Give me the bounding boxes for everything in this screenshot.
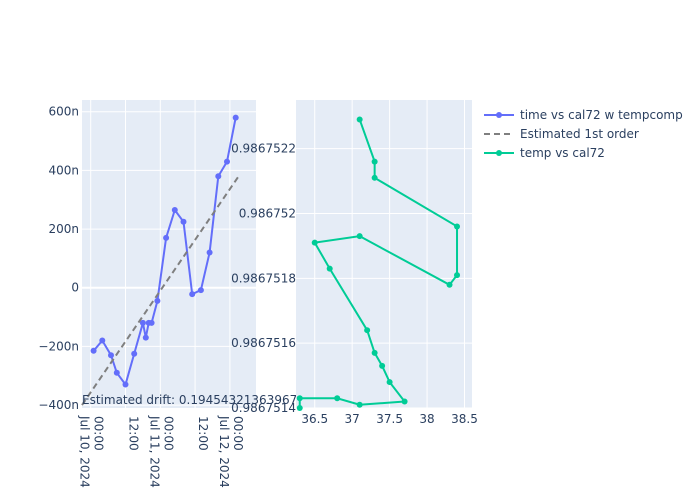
left-series-point [197,287,204,294]
left-x-tick-label: 12:00 [127,416,141,451]
legend-item: time vs cal72 w tempcomp [484,108,683,122]
left-y-tick-label: 0 [71,281,79,295]
legend-label: temp vs cal72 [520,146,605,160]
right-y-tick-label: 0.9867518 [231,271,296,285]
right-plot-background [296,100,472,408]
left-series-point [113,369,120,376]
left-series-point [189,291,196,298]
left-x-tick-label: 00:00Jul 12, 2024 [217,415,245,488]
right-series-line-0 [298,119,459,408]
right-series-point [296,395,303,402]
left-series-point [90,347,97,354]
left-y-tick-label: 400n [48,163,79,177]
right-series-point [454,272,461,279]
right-series-point [326,265,333,272]
legend-swatch-marker [496,150,502,156]
left-series-point [215,173,222,180]
legend-swatch-marker [496,112,502,118]
right-series-point [356,116,363,123]
left-y-axis-ticks: −400n −200n 0 200n 400n 600n [38,105,79,412]
left-chart-panel: 00:00Jul 10, 2024 12:00 00:00Jul 11, 2024 1… [38,100,373,488]
right-series-point [364,327,371,334]
left-series-point [154,297,161,304]
right-series-point [371,349,378,356]
right-series-point [334,395,341,402]
right-y-tick-label: 0.9867516 [231,336,296,350]
right-series-point [371,174,378,181]
legend: time vs cal72 w tempcomp Estimated 1st or… [484,108,683,160]
left-y-tick-label: −200n [38,339,79,353]
left-x-tick-label: 00:00Jul 11, 2024 [147,415,175,488]
right-series-point [296,405,303,411]
right-y-axis-ticks: 0.9867514 0.9867516 0.9867518 0.986752 0.986… [231,142,296,415]
left-x-tick-label: 12:00 [196,416,210,451]
right-x-axis-ticks: 36.5 37 37.5 38 38.5 [301,412,478,426]
left-series-point [108,352,114,359]
legend-item: temp vs cal72 [484,146,605,160]
left-series-point [232,114,239,121]
right-chart-panel: 36.5 37 37.5 38 38.5 0.98675140.98675160.986… [231,100,478,426]
left-series-point [171,207,178,213]
right-x-tick-label: 37.5 [376,412,403,426]
right-series-point [356,233,363,240]
left-series-point [139,319,146,326]
right-x-tick-label: 38.5 [451,412,478,426]
left-x-tick-label: 00:00Jul 10, 2024 [78,415,106,488]
left-series-point [99,337,106,344]
left-series-point [224,158,230,165]
right-series-point [311,239,318,246]
left-series-layer [81,114,240,406]
right-series-point [454,223,461,230]
left-series-point [180,218,187,225]
right-series-point [446,281,453,288]
right-x-tick-label: 36.5 [301,412,328,426]
left-series-point [142,334,149,341]
right-y-tick-label: 0.9867522 [231,142,296,156]
legend-label: time vs cal72 w tempcomp [520,108,683,122]
left-gridlines [82,100,256,408]
right-series-point [401,398,408,405]
left-y-tick-label: 200n [48,222,79,236]
left-series-point [163,234,170,241]
right-gridlines [296,100,472,409]
left-x-axis-ticks: 00:00Jul 10, 2024 12:00 00:00Jul 11, 2024 1… [78,415,245,488]
right-series-point [356,401,363,408]
left-series-line-1 [81,175,240,406]
right-series-layer [296,116,461,411]
right-series-point [379,362,386,369]
left-series-point [122,381,129,388]
left-y-tick-label: −400n [38,398,79,412]
left-series-point [148,319,155,326]
left-series-point [131,350,138,357]
right-x-tick-label: 38 [419,412,434,426]
legend-label: Estimated 1st order [520,127,639,141]
right-y-tick-label: 0.9867514 [231,401,296,415]
right-x-tick-label: 37 [345,412,360,426]
left-series-point [206,249,213,256]
right-series-point [386,379,393,386]
right-y-tick-label: 0.986752 [239,206,296,220]
right-series-point [371,158,378,165]
legend-item: Estimated 1st order [484,127,639,141]
left-y-tick-label: 600n [48,105,79,119]
